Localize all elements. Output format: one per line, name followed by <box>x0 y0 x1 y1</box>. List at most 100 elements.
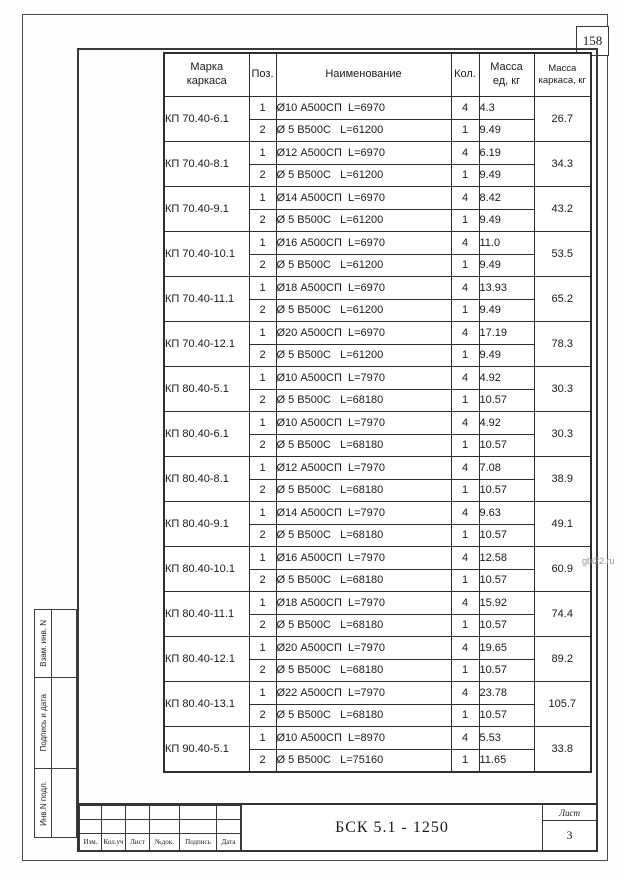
cell-total: 78.3 <box>533 321 592 367</box>
page-number-box: 158 <box>576 26 609 56</box>
cell-pos: 1 <box>248 546 277 570</box>
cell-mark: КП 70.40-9.1 <box>163 186 250 232</box>
cell-name: Ø10 А500СП L=7970 <box>275 366 452 390</box>
margin-strip: Взам. инв. N Подпись и дата Инв.N подл. <box>34 609 77 838</box>
cell-name: Ø 5 В500С L=61200 <box>275 343 452 367</box>
cell-pos: 2 <box>248 118 277 142</box>
cell-mass: 12.58 <box>478 546 535 570</box>
cell-mark: КП 70.40-10.1 <box>163 231 250 277</box>
cell-name: Ø 5 В500С L=68180 <box>275 388 452 412</box>
cell-pos: 1 <box>248 591 277 615</box>
cell-qty: 1 <box>450 253 480 277</box>
revision-empty-cell <box>101 805 126 820</box>
revision-empty-row <box>79 805 241 820</box>
cell-pos: 2 <box>248 388 277 412</box>
revision-table-body: Изм. Кол.уч Лист №док. Подпись Дата <box>79 805 241 851</box>
cell-name: Ø18 А500СП L=6970 <box>275 276 452 300</box>
cell-name: Ø 5 В500С L=68180 <box>275 568 452 592</box>
cell-pos: 2 <box>248 523 277 547</box>
spec-table-body: КП 70.40-6.1 1 Ø10 А500СП L=6970 4 4.3 26.7 2 Ø… <box>163 96 592 772</box>
cell-mark: КП 70.40-6.1 <box>163 96 250 142</box>
cell-mass: 10.57 <box>478 613 535 637</box>
document-number: БСК 5.1 - 1250 <box>335 818 449 836</box>
revision-empty-cell <box>79 805 102 820</box>
revision-empty-cell <box>101 819 126 834</box>
cell-mass: 9.49 <box>478 208 535 232</box>
revision-empty-cell <box>149 805 180 820</box>
cell-total: 38.9 <box>533 456 592 502</box>
header-unit-mass: Масса ед, кг <box>478 52 535 97</box>
cell-name: Ø18 А500СП L=7970 <box>275 591 452 615</box>
cell-pos: 2 <box>248 298 277 322</box>
margin-empty-cell <box>52 769 76 837</box>
cell-mark: КП 80.40-11.1 <box>163 591 250 637</box>
revision-empty-cell <box>216 819 241 834</box>
cell-qty: 4 <box>450 726 480 750</box>
cell-name: Ø16 А500СП L=6970 <box>275 231 452 255</box>
cell-total: 26.7 <box>533 96 592 142</box>
cell-mass: 10.57 <box>478 568 535 592</box>
revision-table: Изм. Кол.уч Лист №док. Подпись Дата <box>79 805 241 851</box>
cell-name: Ø 5 В500С L=68180 <box>275 478 452 502</box>
cell-qty: 4 <box>450 186 480 210</box>
cell-mass: 5.53 <box>478 726 535 750</box>
revision-column-label: №док. <box>149 833 180 851</box>
cell-mass: 9.49 <box>478 163 535 187</box>
revision-empty-cell <box>125 805 150 820</box>
cell-qty: 1 <box>450 343 480 367</box>
cell-mark: КП 80.40-8.1 <box>163 456 250 502</box>
cell-mass: 13.93 <box>478 276 535 300</box>
cell-name: Ø 5 В500С L=61200 <box>275 118 452 142</box>
cell-mark: КП 80.40-13.1 <box>163 681 250 727</box>
cell-total: 105.7 <box>533 681 592 727</box>
cell-mark: КП 70.40-8.1 <box>163 141 250 187</box>
cell-mass: 4.92 <box>478 411 535 435</box>
cell-name: Ø 5 В500С L=68180 <box>275 433 452 457</box>
cell-pos: 2 <box>248 613 277 637</box>
cell-qty: 1 <box>450 298 480 322</box>
cell-name: Ø22 А500СП L=7970 <box>275 681 452 705</box>
revision-label-row: Изм. Кол.уч Лист №док. Подпись Дата <box>79 833 241 851</box>
table-row: КП 80.40-6.1 1 Ø10 А500СП L=7970 4 4.92 30.3 <box>163 411 592 457</box>
cell-qty: 4 <box>450 501 480 525</box>
cell-name: Ø16 А500СП L=7970 <box>275 546 452 570</box>
table-row: КП 80.40-13.1 1 Ø22 А500СП L=7970 4 23.78 105… <box>163 681 592 727</box>
cell-mark: КП 90.40-5.1 <box>163 726 250 772</box>
cell-qty: 1 <box>450 388 480 412</box>
cell-pos: 1 <box>248 501 277 525</box>
cell-pos: 2 <box>248 253 277 277</box>
cell-qty: 4 <box>450 636 480 660</box>
cell-name: Ø14 А500СП L=6970 <box>275 186 452 210</box>
cell-qty: 1 <box>450 703 480 727</box>
table-row: КП 70.40-11.1 1 Ø18 А500СП L=6970 4 13.93 65.… <box>163 276 592 322</box>
table-row: КП 70.40-10.1 1 Ø16 А500СП L=6970 4 11.0 53.5 <box>163 231 592 277</box>
sheet-box: Лист 3 <box>543 805 596 850</box>
cell-qty: 1 <box>450 208 480 232</box>
cell-total: 49.1 <box>533 501 592 547</box>
cell-qty: 4 <box>450 591 480 615</box>
revision-column-label: Лист <box>125 833 150 851</box>
cell-pos: 1 <box>248 726 277 750</box>
cell-pos: 1 <box>248 231 277 255</box>
cell-total: 43.2 <box>533 186 592 232</box>
cell-name: Ø10 А500СП L=8970 <box>275 726 452 750</box>
cell-name: Ø 5 В500С L=68180 <box>275 523 452 547</box>
cell-qty: 1 <box>450 478 480 502</box>
cell-name: Ø 5 В500С L=61200 <box>275 298 452 322</box>
sheet-number: 3 <box>566 828 573 842</box>
cell-total: 65.2 <box>533 276 592 322</box>
cell-total: 74.4 <box>533 591 592 637</box>
cell-mass: 10.57 <box>478 478 535 502</box>
cell-qty: 4 <box>450 231 480 255</box>
margin-label-cell: Инв.N подл. <box>35 769 52 837</box>
cell-total: 33.8 <box>533 726 592 772</box>
cell-mass: 10.57 <box>478 433 535 457</box>
cell-pos: 2 <box>248 703 277 727</box>
